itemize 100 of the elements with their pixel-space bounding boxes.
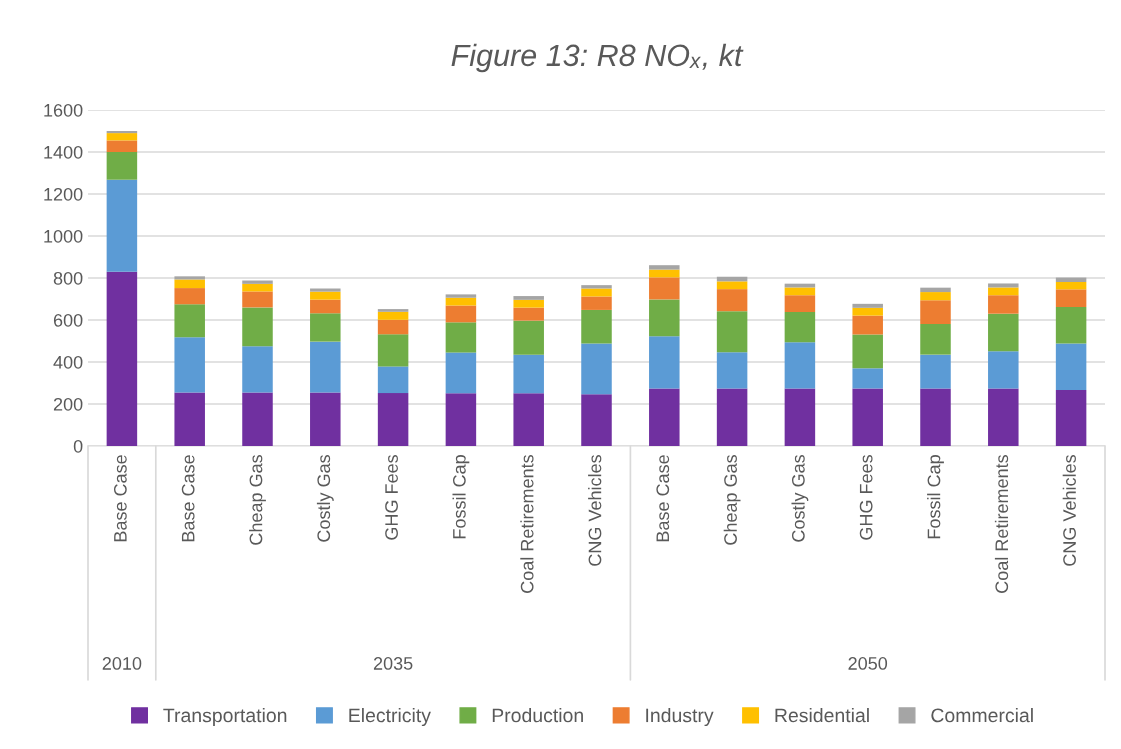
bar bbox=[649, 277, 680, 300]
x-tick-label: Cheap Gas bbox=[249, 454, 266, 545]
text: 2010 bbox=[102, 657, 142, 670]
bar bbox=[784, 312, 816, 343]
bar bbox=[784, 287, 816, 296]
bar bbox=[716, 289, 748, 312]
bar bbox=[852, 307, 883, 316]
y-tick-label: 1200 bbox=[44, 187, 83, 201]
legend-label: Industry bbox=[646, 707, 714, 727]
y-tick-label: 1600 bbox=[44, 103, 83, 117]
bar bbox=[445, 322, 477, 353]
bar bbox=[174, 276, 205, 280]
bar bbox=[852, 334, 883, 369]
bar bbox=[377, 334, 409, 367]
bar bbox=[106, 271, 138, 446]
bar bbox=[242, 283, 273, 292]
bar bbox=[920, 287, 951, 293]
bar bbox=[174, 279, 205, 289]
bar bbox=[174, 337, 205, 393]
bar bbox=[920, 354, 951, 389]
bar bbox=[174, 392, 205, 446]
x-tick-label: CNG Vehicles bbox=[1062, 454, 1076, 566]
bar bbox=[988, 283, 1019, 288]
x-tick-label: CNG Vehicles bbox=[588, 454, 602, 566]
bar bbox=[1055, 389, 1087, 446]
bar bbox=[310, 291, 341, 300]
bar bbox=[649, 269, 680, 278]
bar bbox=[513, 296, 544, 300]
bar bbox=[581, 394, 612, 446]
bar bbox=[988, 313, 1019, 352]
bar bbox=[377, 319, 409, 335]
bar bbox=[784, 342, 816, 389]
bar bbox=[106, 131, 138, 134]
bar bbox=[920, 323, 951, 355]
legend-label: Commercial bbox=[931, 707, 1033, 723]
bar bbox=[988, 287, 1019, 296]
bar bbox=[920, 388, 951, 446]
bar bbox=[649, 265, 680, 270]
bar bbox=[445, 297, 477, 306]
x-tick-label: Coal Retirements bbox=[520, 454, 534, 593]
y-tick-label: 200 bbox=[53, 397, 83, 411]
text: 2050 bbox=[848, 657, 888, 670]
bar bbox=[716, 388, 748, 446]
text: 2035 bbox=[373, 657, 413, 670]
bar bbox=[377, 311, 409, 320]
bar bbox=[174, 288, 205, 305]
bar bbox=[174, 304, 205, 338]
y-tick-label: 1000 bbox=[44, 229, 83, 243]
bar bbox=[1055, 343, 1087, 390]
bar bbox=[310, 299, 341, 314]
bar bbox=[310, 288, 341, 292]
x-tick-label: Costly Gas bbox=[316, 454, 334, 542]
bar bbox=[784, 388, 816, 446]
legend-label: Electricity bbox=[349, 707, 431, 727]
bar bbox=[852, 315, 883, 335]
legend-label: Residential bbox=[775, 707, 869, 723]
bar bbox=[716, 281, 748, 290]
x-tick-label: Coal Retirements bbox=[994, 454, 1009, 593]
bar bbox=[377, 393, 409, 446]
bar bbox=[716, 311, 748, 353]
bar bbox=[988, 388, 1019, 446]
bar bbox=[649, 388, 680, 446]
bar bbox=[106, 179, 138, 272]
x-tick-label: Base Case bbox=[113, 455, 127, 542]
bar bbox=[581, 309, 612, 344]
chart-title: Figure 13: R8 NOₓ, kt bbox=[451, 43, 744, 73]
bar bbox=[649, 299, 680, 337]
bar bbox=[242, 392, 273, 446]
bar bbox=[242, 291, 273, 308]
bar bbox=[852, 303, 883, 308]
y-tick-label: 800 bbox=[53, 271, 83, 285]
bar bbox=[513, 299, 544, 308]
legend-label: Production bbox=[492, 707, 583, 723]
bar bbox=[106, 152, 138, 180]
bar bbox=[920, 300, 951, 324]
bar bbox=[513, 354, 544, 394]
bar bbox=[106, 140, 138, 152]
bar bbox=[310, 392, 341, 446]
x-tick-label: GHG Fees bbox=[385, 454, 398, 540]
y-tick-label: 400 bbox=[53, 355, 83, 369]
bar bbox=[920, 292, 951, 301]
bar bbox=[242, 346, 273, 393]
y-tick-label: 1400 bbox=[44, 145, 83, 159]
bar bbox=[1055, 306, 1087, 344]
bar bbox=[445, 352, 477, 394]
bar bbox=[988, 295, 1019, 314]
bar bbox=[1055, 281, 1087, 290]
bar bbox=[716, 352, 748, 389]
bar bbox=[852, 388, 883, 446]
bar bbox=[310, 341, 341, 393]
y-tick-label: 0 bbox=[73, 439, 83, 453]
bar bbox=[445, 393, 477, 446]
x-tick-label: Costly Gas bbox=[791, 454, 809, 542]
bar bbox=[1055, 289, 1087, 307]
bar bbox=[581, 343, 612, 395]
bar bbox=[445, 305, 477, 323]
bar bbox=[852, 368, 883, 389]
x-tick-label: Cheap Gas bbox=[723, 454, 741, 545]
x-tick-label: GHG Fees bbox=[859, 454, 873, 540]
bar bbox=[377, 309, 409, 312]
